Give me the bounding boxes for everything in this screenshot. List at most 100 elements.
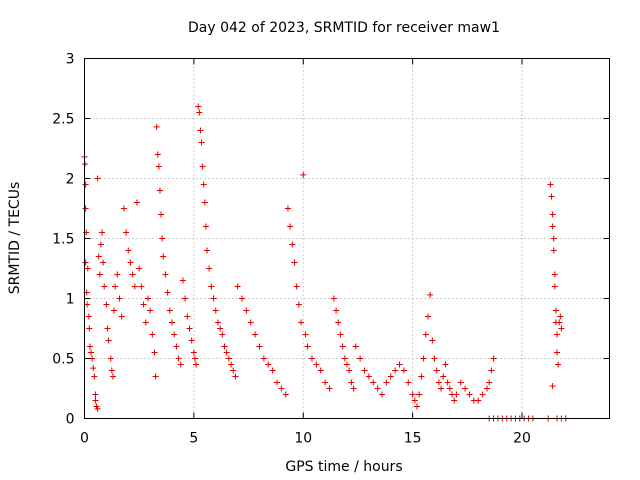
data-point — [547, 181, 554, 188]
data-point — [107, 355, 114, 362]
data-point — [557, 313, 564, 320]
data-point — [118, 313, 125, 320]
data-point — [94, 175, 101, 182]
data-point — [105, 337, 112, 344]
y-tick-label: 2 — [66, 172, 75, 188]
data-point — [287, 223, 294, 230]
data-point — [144, 295, 151, 302]
data-point — [100, 259, 107, 266]
data-point — [420, 355, 427, 362]
data-point — [96, 271, 103, 278]
data-point — [293, 283, 300, 290]
data-point — [193, 361, 200, 368]
data-point — [313, 361, 320, 368]
data-point — [433, 367, 440, 374]
data-point — [223, 349, 230, 356]
data-point — [451, 397, 458, 404]
data-point — [195, 103, 202, 110]
data-point — [160, 253, 167, 260]
data-point — [555, 361, 562, 368]
data-point — [490, 355, 497, 362]
data-point — [152, 373, 159, 380]
data-point — [442, 361, 449, 368]
data-point — [101, 283, 108, 290]
data-point — [416, 391, 423, 398]
data-point — [134, 199, 140, 206]
data-point — [405, 379, 412, 386]
points-layer — [81, 103, 569, 422]
y-axis-label: SRMTID / TECUs — [7, 182, 23, 295]
data-point — [551, 283, 558, 290]
data-point — [282, 391, 289, 398]
data-point — [169, 319, 175, 326]
data-point — [82, 205, 89, 212]
data-point — [337, 331, 344, 338]
data-point — [202, 223, 209, 230]
data-point — [295, 301, 302, 308]
data-point — [243, 307, 250, 314]
chart-title: Day 042 of 2023, SRMTID for receiver maw… — [188, 20, 500, 36]
data-point — [298, 319, 305, 326]
data-point — [151, 349, 158, 356]
data-point — [90, 365, 97, 372]
data-point — [88, 349, 95, 356]
data-point — [247, 319, 254, 326]
data-point — [232, 373, 239, 380]
data-point — [444, 379, 451, 386]
data-point — [488, 367, 495, 374]
data-point — [140, 301, 147, 308]
data-point — [548, 193, 555, 200]
data-point — [418, 373, 425, 380]
data-point — [549, 211, 556, 218]
data-point — [551, 271, 558, 278]
data-point — [125, 247, 132, 254]
data-point — [85, 313, 92, 320]
data-point — [206, 265, 213, 272]
data-point — [411, 397, 418, 404]
data-point — [309, 355, 315, 362]
data-point — [400, 367, 407, 374]
data-point — [155, 163, 162, 170]
data-point — [182, 295, 189, 302]
data-point — [549, 223, 556, 230]
data-point — [438, 385, 445, 392]
data-point — [322, 379, 329, 386]
data-point — [379, 391, 385, 398]
data-point — [103, 301, 110, 308]
data-point — [162, 271, 169, 278]
data-point — [265, 361, 272, 368]
data-point — [409, 391, 416, 398]
data-point — [317, 367, 324, 374]
data-point — [175, 355, 182, 362]
data-point — [198, 139, 205, 146]
x-tick-label: 20 — [513, 431, 531, 447]
y-tick-label: 3 — [66, 52, 75, 68]
data-point — [344, 361, 350, 368]
data-point — [333, 307, 340, 314]
data-point — [486, 379, 493, 386]
data-point — [212, 307, 219, 314]
data-point — [197, 127, 204, 134]
data-point — [112, 283, 119, 290]
data-point — [374, 385, 381, 392]
data-point — [217, 325, 224, 332]
y-tick-label: 1.5 — [52, 232, 74, 248]
data-point — [440, 373, 447, 380]
data-point — [171, 331, 178, 338]
data-point — [361, 367, 368, 374]
data-point — [190, 349, 197, 356]
data-point — [154, 151, 161, 158]
data-point — [239, 295, 245, 302]
data-point — [550, 247, 557, 254]
data-point — [173, 343, 180, 350]
data-point — [387, 373, 394, 380]
data-point — [484, 385, 490, 392]
data-point — [549, 383, 556, 390]
data-point — [392, 367, 399, 374]
data-point — [191, 355, 198, 362]
data-point — [158, 211, 165, 218]
data-point — [228, 361, 235, 368]
data-point — [475, 397, 482, 404]
data-point — [138, 283, 145, 290]
